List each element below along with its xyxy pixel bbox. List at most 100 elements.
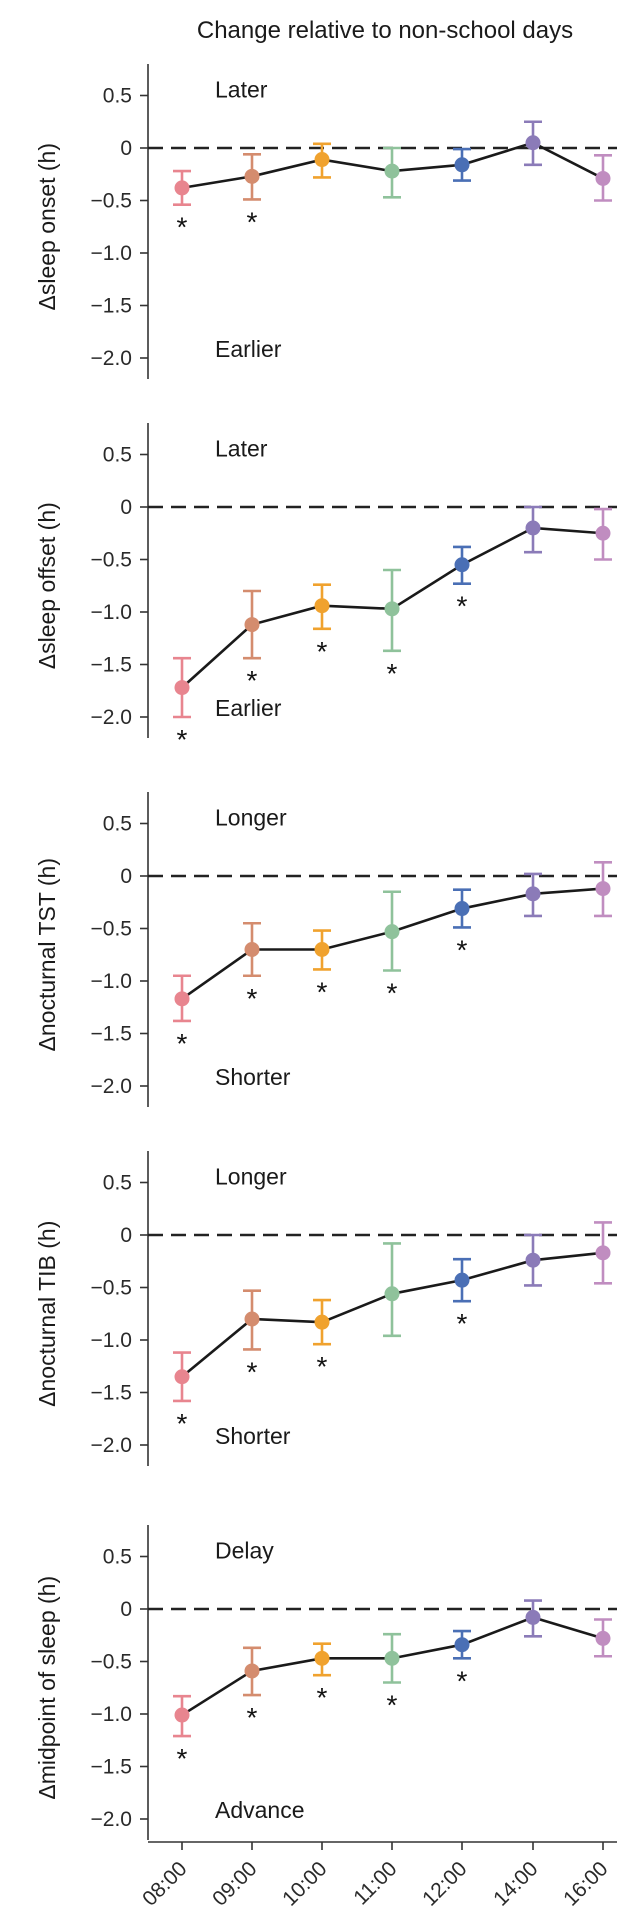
data-point xyxy=(454,157,470,173)
y-tick-label: 0.5 xyxy=(103,85,132,108)
y-tick-label: −1.0 xyxy=(91,1329,132,1352)
x-tick-label: 08:00 xyxy=(138,1857,191,1910)
panel-3: 0.5 0 −0.5 −1.0 −1.5 −2.0 Δnocturnal TST (h) Lo… xyxy=(34,792,617,1107)
y-tick-label: −2.0 xyxy=(91,1808,132,1831)
data-point xyxy=(454,557,470,573)
significance-marker: * xyxy=(457,1665,468,1696)
data-point xyxy=(525,135,541,151)
y-tick-label: −1.5 xyxy=(91,295,132,318)
y-tick-label: −2.0 xyxy=(91,347,132,370)
annotation-top: Later xyxy=(215,436,268,462)
data-point xyxy=(454,1637,470,1653)
y-axis-title: Δnocturnal TST (h) xyxy=(34,858,60,1051)
significance-marker: * xyxy=(177,1408,188,1439)
data-point xyxy=(384,601,400,617)
data-point xyxy=(595,1630,611,1646)
annotation-top: Longer xyxy=(215,1164,287,1190)
significance-marker: * xyxy=(387,658,398,689)
data-point xyxy=(244,1663,260,1679)
data-point xyxy=(384,924,400,940)
annotation-top: Longer xyxy=(215,805,287,831)
data-point xyxy=(174,1707,190,1723)
data-point xyxy=(595,881,611,897)
significance-marker: * xyxy=(177,1028,188,1059)
significance-marker: * xyxy=(247,983,258,1014)
significance-marker: * xyxy=(247,1702,258,1733)
y-axis-title: Δsleep offset (h) xyxy=(34,502,60,669)
y-tick-label: 0.5 xyxy=(103,813,132,836)
y-tick-label: −1.5 xyxy=(91,1756,132,1779)
significance-marker: * xyxy=(247,1356,258,1387)
data-point xyxy=(314,1314,330,1330)
significance-marker: * xyxy=(177,212,188,243)
data-point xyxy=(595,1245,611,1261)
significance-marker: * xyxy=(317,976,328,1007)
data-point xyxy=(595,525,611,541)
data-point xyxy=(384,163,400,179)
x-tick-label: 14:00 xyxy=(489,1857,542,1910)
significance-marker: * xyxy=(317,1682,328,1713)
y-tick-label: 0.5 xyxy=(103,1546,132,1569)
data-point xyxy=(174,991,190,1007)
x-tick-label: 12:00 xyxy=(418,1857,471,1910)
annotation-bottom: Advance xyxy=(215,1797,305,1823)
data-point xyxy=(174,680,190,696)
y-tick-label: 0 xyxy=(120,865,132,888)
data-point xyxy=(314,1650,330,1666)
y-tick-label: 0 xyxy=(120,1224,132,1247)
y-tick-label: 0 xyxy=(120,137,132,160)
y-tick-label: −1.0 xyxy=(91,601,132,624)
y-tick-label: −1.0 xyxy=(91,970,132,993)
annotation-top: Delay xyxy=(215,1538,274,1564)
significance-marker: * xyxy=(457,934,468,965)
data-point xyxy=(384,1286,400,1302)
data-point xyxy=(525,520,541,536)
data-point xyxy=(244,617,260,633)
y-tick-label: −1.5 xyxy=(91,1382,132,1405)
y-tick-label: 0.5 xyxy=(103,1172,132,1195)
y-tick-label: −2.0 xyxy=(91,1434,132,1457)
y-tick-label: −0.5 xyxy=(91,190,132,213)
annotation-top: Later xyxy=(215,77,268,103)
panel-1: 0.5 0 −0.5 −1.0 −1.5 −2.0 Δsleep onset (h) Late… xyxy=(34,64,617,379)
panel-5: 0.5 0 −0.5 −1.0 −1.5 −2.0 Δmidpoint of sleep (… xyxy=(34,1525,617,1840)
data-point xyxy=(314,942,330,957)
y-tick-label: −0.5 xyxy=(91,1277,132,1300)
y-tick-label: 0.5 xyxy=(103,444,132,467)
data-point xyxy=(525,1252,541,1268)
y-axis-title: Δsleep onset (h) xyxy=(34,143,60,311)
annotation-bottom: Shorter xyxy=(215,1423,291,1449)
x-tick-label: 16:00 xyxy=(559,1857,612,1910)
y-tick-label: −2.0 xyxy=(91,706,132,729)
y-tick-label: −1.5 xyxy=(91,654,132,677)
data-point xyxy=(314,152,330,168)
annotation-bottom: Earlier xyxy=(215,336,282,362)
data-point xyxy=(314,598,330,614)
x-tick-label: 09:00 xyxy=(208,1857,261,1910)
data-point xyxy=(595,170,611,186)
y-tick-label: −2.0 xyxy=(91,1075,132,1098)
data-point xyxy=(454,1272,470,1288)
data-point xyxy=(244,1311,260,1327)
significance-marker: * xyxy=(247,665,258,696)
data-point xyxy=(525,1609,541,1625)
significance-marker: * xyxy=(457,1308,468,1339)
significance-marker: * xyxy=(387,978,398,1009)
y-tick-label: −0.5 xyxy=(91,1651,132,1674)
panels: 0.5 0 −0.5 −1.0 −1.5 −2.0 Δsleep onset (h) Late… xyxy=(34,64,617,1840)
y-tick-label: 0 xyxy=(120,496,132,519)
x-tick-label: 10:00 xyxy=(278,1857,331,1910)
data-point xyxy=(174,180,190,196)
data-point xyxy=(244,168,260,184)
figure-title: Change relative to non-school days xyxy=(197,17,573,44)
y-axis-title: Δnocturnal TIB (h) xyxy=(34,1221,60,1407)
significance-marker: * xyxy=(177,724,188,755)
y-tick-label: −1.0 xyxy=(91,242,132,265)
y-tick-label: −1.5 xyxy=(91,1023,132,1046)
data-point xyxy=(384,1650,400,1666)
significance-marker: * xyxy=(457,591,468,622)
y-tick-label: −0.5 xyxy=(91,918,132,941)
data-point xyxy=(174,1369,190,1385)
y-tick-label: −0.5 xyxy=(91,549,132,572)
significance-marker: * xyxy=(317,1351,328,1382)
